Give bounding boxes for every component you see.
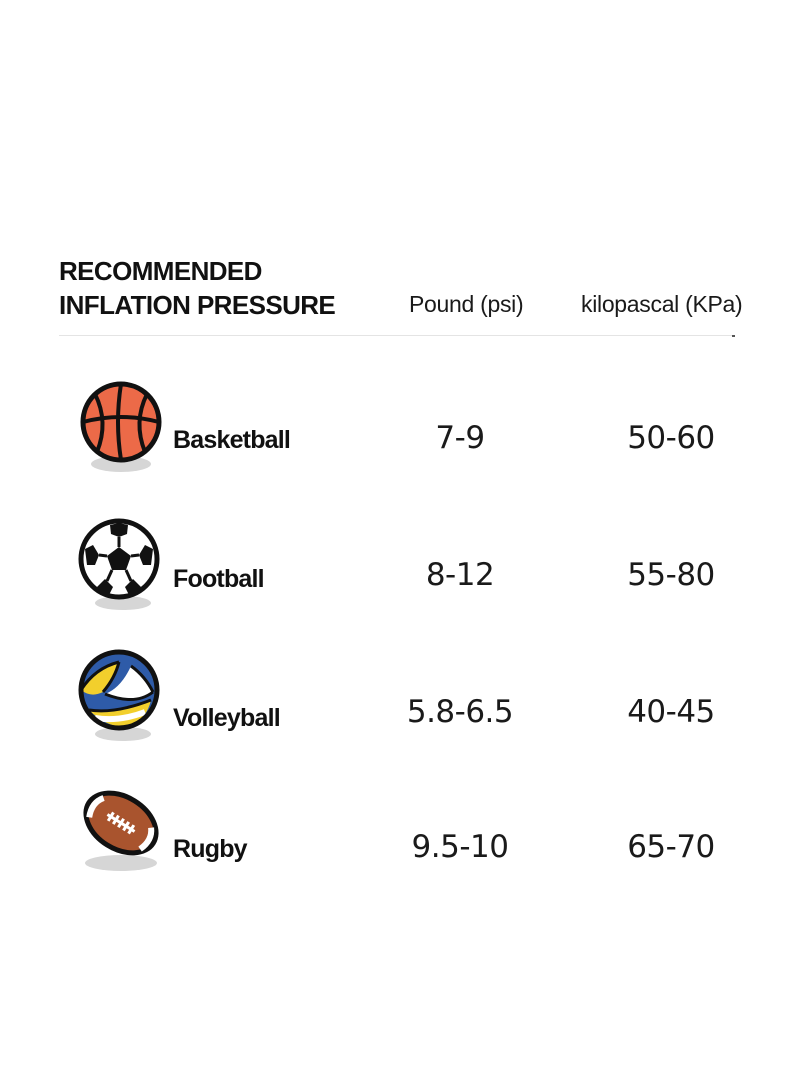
column-header-psi: Pound (psi) [409, 291, 524, 317]
kpa-value: 65-70 [627, 829, 715, 865]
psi-value: 7-9 [435, 420, 485, 456]
kpa-value: 40-45 [627, 694, 715, 730]
table-row-football: Football 8-12 55-80 [0, 517, 800, 617]
kpa-value: 50-60 [627, 420, 715, 456]
sport-name: Football [173, 565, 265, 593]
sport-name: Volleyball [173, 704, 281, 732]
table-row-rugby: Rugby 9.5-10 65-70 [0, 783, 800, 883]
soccer-ball-icon [75, 517, 167, 617]
kpa-value: 55-80 [627, 557, 715, 593]
psi-value: 5.8-6.5 [406, 694, 514, 730]
page-title: RECOMMENDED INFLATION PRESSURE [59, 254, 336, 322]
table-row-volleyball: Volleyball 5.8-6.5 40-45 [0, 648, 800, 748]
column-header-kpa: kilopascal (KPa) [581, 291, 743, 317]
title-line-2: INFLATION PRESSURE [59, 290, 336, 320]
psi-value: 8-12 [425, 557, 495, 593]
rugby-ball-icon [75, 783, 167, 883]
header-divider [59, 335, 735, 336]
psi-value: 9.5-10 [411, 829, 509, 865]
volleyball-icon [75, 648, 167, 748]
sport-name: Basketball [173, 426, 291, 454]
table-row-basketball: Basketball 7-9 50-60 [0, 380, 800, 480]
sport-name: Rugby [173, 835, 248, 863]
basketball-icon [75, 380, 167, 480]
title-line-1: RECOMMENDED [59, 256, 262, 286]
divider-tick [732, 335, 735, 337]
